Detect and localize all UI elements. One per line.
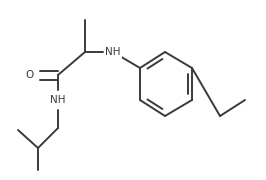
- Text: O: O: [26, 70, 34, 80]
- Text: NH: NH: [105, 47, 121, 57]
- Text: NH: NH: [50, 95, 66, 105]
